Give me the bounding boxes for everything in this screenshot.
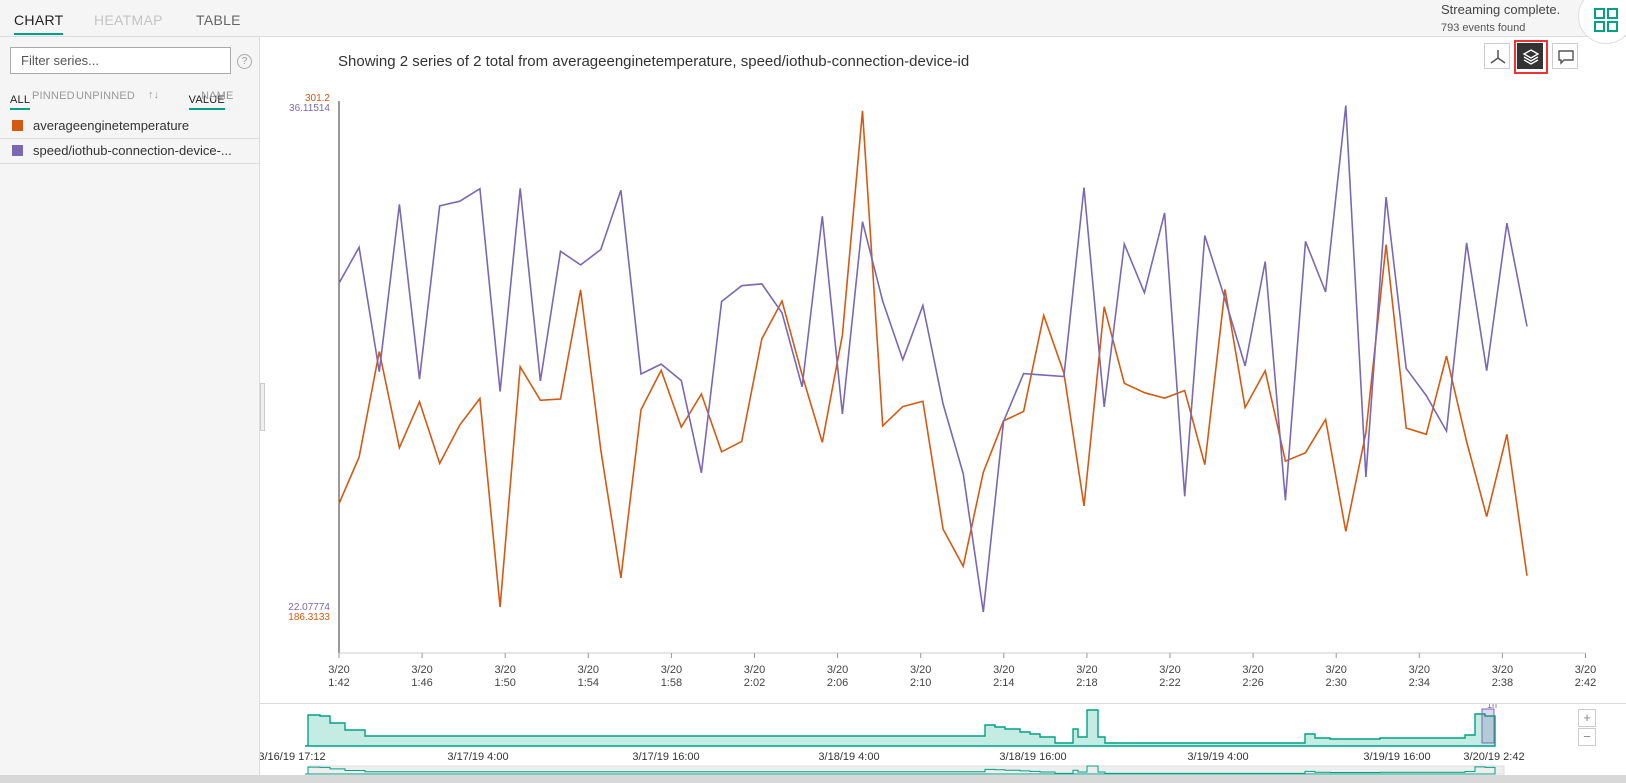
filter-series-input[interactable]	[10, 47, 231, 74]
filter-all[interactable]: ALL	[10, 94, 31, 106]
sidebar-collapse-handle[interactable]	[260, 383, 265, 431]
series-line-averageenginetemperature[interactable]	[338, 110, 1528, 608]
annotation-button[interactable]	[1552, 43, 1578, 69]
x-tick-date: 3/20	[1325, 664, 1346, 676]
brush-selection[interactable]	[1481, 708, 1495, 744]
x-tick-date: 3/20	[411, 664, 432, 676]
series-item-averageenginetemperature[interactable]: averageenginetemperature	[0, 114, 260, 139]
brush-badge: 1h	[1487, 704, 1497, 710]
zoom-in-button[interactable]: +	[1578, 709, 1596, 727]
x-tick-time: 2:10	[910, 677, 931, 687]
axis-toggle-button[interactable]	[1484, 43, 1510, 69]
brush-axis-label: 3/19/19 16:00	[1363, 751, 1430, 763]
x-tick-date: 3/20	[1242, 664, 1263, 676]
chart-title: Showing 2 series of 2 total from average…	[338, 53, 970, 70]
layers-icon	[1522, 49, 1540, 65]
series-line-speed[interactable]	[338, 105, 1528, 613]
series-item-speed[interactable]: speed/iothub-connection-device-...	[0, 139, 260, 164]
x-tick-time: 1:58	[661, 677, 682, 687]
sort-name[interactable]: NAME	[201, 90, 234, 102]
tab-chart[interactable]: CHART	[14, 12, 64, 35]
series-lines	[338, 105, 1528, 613]
y-max-speed: 36.11514	[289, 103, 330, 114]
x-tick-date: 3/20	[910, 664, 931, 676]
series-name: speed/iothub-connection-device-...	[33, 143, 232, 158]
brush-axis-label: 3/20/19 2:42	[1463, 751, 1524, 763]
y-min-temperature: 186.3133	[288, 612, 330, 623]
x-tick-time: 2:42	[1575, 677, 1596, 687]
brush-area	[305, 709, 1496, 747]
brush-axis-labels: 3/16/19 17:12 3/17/19 4:00 3/17/19 16:00 3/…	[258, 751, 1524, 763]
x-tick-time: 1:42	[328, 677, 349, 687]
x-tick-date: 3/20	[661, 664, 682, 676]
x-tick-date: 3/20	[744, 664, 765, 676]
x-tick-time: 2:22	[1159, 677, 1180, 687]
x-axis-ticks: 3/201:423/201:463/201:503/201:543/201:58…	[328, 653, 1596, 687]
bottom-scrollbar[interactable]	[0, 775, 1626, 783]
streaming-status: Streaming complete. 793 events found	[1441, 2, 1560, 34]
help-icon[interactable]: ?	[237, 54, 252, 69]
zoom-out-button[interactable]: −	[1578, 728, 1596, 746]
x-tick-date: 3/20	[993, 664, 1014, 676]
x-tick-time: 2:30	[1325, 677, 1346, 687]
brush-mini-strip[interactable]	[307, 765, 1505, 775]
brush-overview[interactable]: 3/16/19 17:12 3/17/19 4:00 3/17/19 16:00 3/…	[258, 700, 1626, 783]
sort-value[interactable]: VALUE	[188, 94, 225, 106]
brush-axis-label: 3/17/19 16:00	[632, 751, 699, 763]
status-title: Streaming complete.	[1441, 2, 1561, 17]
grid-icon	[1594, 8, 1618, 32]
time-brush[interactable]: 3/16/19 17:12 3/17/19 4:00 3/17/19 16:00 3/…	[258, 700, 1626, 783]
filter-unpinned[interactable]: UNPINNED	[76, 90, 136, 102]
x-tick-date: 3/20	[1409, 664, 1430, 676]
y-min-speed: 22.07774	[288, 602, 330, 613]
x-tick-time: 2:26	[1242, 677, 1263, 687]
stacked-layers-button[interactable]	[1517, 43, 1543, 69]
filter-pinned[interactable]: PINNED	[32, 90, 75, 102]
series-list: averageenginetemperature speed/iothub-co…	[0, 114, 260, 164]
x-tick-date: 3/20	[494, 664, 515, 676]
x-tick-time: 2:34	[1409, 677, 1430, 687]
brush-mini-line	[305, 765, 1496, 775]
x-tick-time: 1:50	[494, 677, 515, 687]
axis-icon	[1490, 50, 1506, 64]
brush-axis-label: 3/19/19 4:00	[1187, 751, 1248, 763]
x-tick-date: 3/20	[827, 664, 848, 676]
series-swatch	[12, 120, 23, 131]
series-name: averageenginetemperature	[33, 118, 190, 133]
x-tick-time: 1:54	[578, 677, 599, 687]
x-tick-date: 3/20	[578, 664, 599, 676]
x-tick-date: 3/20	[328, 664, 349, 676]
comment-icon	[1558, 50, 1574, 65]
x-tick-time: 2:02	[744, 677, 765, 687]
top-bar: CHART HEATMAP TABLE Streaming complete. …	[0, 0, 1626, 44]
sort-icon[interactable]: ↑↓	[148, 89, 159, 101]
x-tick-time: 2:38	[1492, 677, 1513, 687]
events-count: 793 events found	[1441, 22, 1526, 34]
active-tool-highlight	[1514, 40, 1548, 74]
x-tick-time: 1:46	[411, 677, 432, 687]
brush-axis-label: 3/16/19 17:12	[260, 751, 326, 763]
x-tick-time: 2:06	[827, 677, 848, 687]
x-tick-date: 3/20	[1575, 664, 1596, 676]
series-swatch	[12, 145, 23, 156]
brush-axis-label: 3/18/19 16:00	[999, 751, 1066, 763]
x-tick-date: 3/20	[1492, 664, 1513, 676]
x-tick-time: 2:18	[1076, 677, 1097, 687]
x-tick-date: 3/20	[1159, 664, 1180, 676]
brush-axis-label: 3/18/19 4:00	[818, 751, 879, 763]
brush-axis-label: 3/17/19 4:00	[447, 751, 508, 763]
y-max-temperature: 301.2	[305, 93, 330, 104]
x-tick-time: 2:14	[993, 677, 1014, 687]
tab-heatmap[interactable]: HEATMAP	[94, 12, 163, 28]
series-sidebar: ? ALL PINNED UNPINNED ↑↓ VALUE NAME aver…	[0, 37, 260, 775]
x-tick-date: 3/20	[1076, 664, 1097, 676]
tab-table[interactable]: TABLE	[196, 12, 241, 28]
